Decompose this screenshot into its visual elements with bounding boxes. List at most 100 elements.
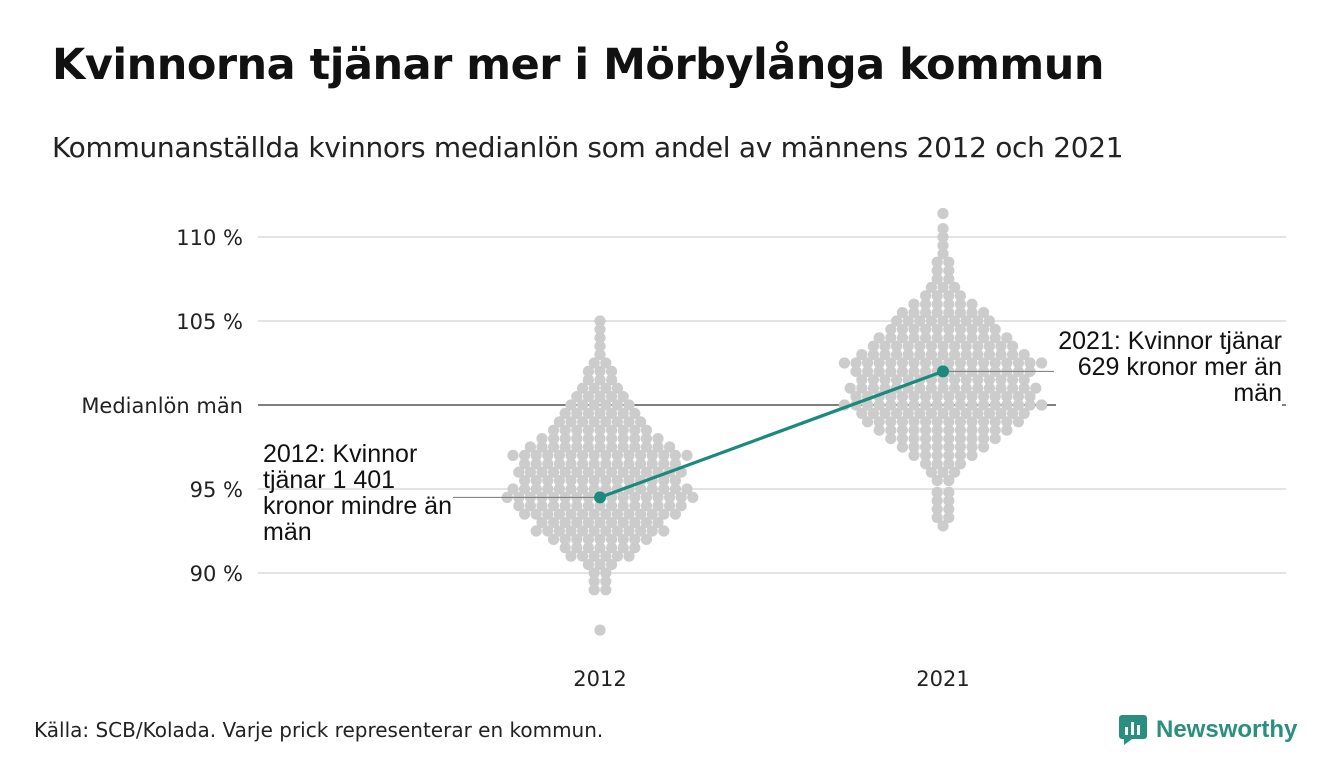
dot-2012: [600, 584, 612, 596]
dot-2021: [937, 315, 949, 327]
dot-2012: [588, 449, 600, 461]
dot-2012: [611, 416, 624, 428]
dot-2021: [885, 399, 897, 411]
dot-2012: [658, 508, 670, 520]
dot-2021: [873, 399, 885, 411]
dot-2012: [536, 517, 548, 529]
dot-2012: [687, 491, 699, 503]
dot-2012: [559, 424, 571, 436]
dot-2021: [954, 458, 967, 470]
dot-2012: [606, 433, 618, 445]
dot-2012: [513, 466, 525, 478]
dot-2021: [966, 441, 978, 453]
dot-2012: [658, 475, 670, 487]
dot-2012: [594, 407, 606, 419]
dot-2012: [548, 466, 560, 478]
dot-2021: [896, 357, 909, 369]
dot-2021: [943, 298, 955, 310]
dot-2012: [559, 433, 571, 445]
dot-2012: [611, 525, 624, 537]
dot-2012: [536, 433, 548, 445]
dot-2012: [553, 458, 566, 470]
dot-2012: [658, 525, 670, 537]
dot-2021: [937, 407, 949, 419]
brand-logo: Newsworthy: [1118, 713, 1297, 747]
dot-2012: [611, 449, 624, 461]
dot-2012: [681, 449, 693, 461]
dot-2021: [995, 340, 1007, 352]
dot-2012: [548, 424, 560, 436]
dot-2021: [949, 281, 961, 293]
dot-2012: [600, 508, 612, 520]
dot-2021: [1007, 340, 1019, 352]
dot-2021: [844, 382, 856, 394]
dot-2012: [559, 517, 571, 529]
dot-2021: [931, 511, 943, 524]
dot-2021: [943, 511, 955, 524]
dot-2012: [669, 475, 682, 487]
dot-2021: [943, 399, 955, 411]
dot-2012: [664, 500, 676, 512]
dot-2021: [925, 349, 938, 361]
dot-2012: [594, 466, 606, 478]
dot-2021: [937, 223, 949, 235]
dot-2021: [943, 449, 955, 461]
dot-2021: [1001, 399, 1013, 411]
dot-2021: [972, 407, 984, 419]
dot-2012: [582, 433, 595, 445]
dot-2021: [902, 315, 914, 327]
dot-2021: [862, 399, 874, 411]
dot-2021: [920, 458, 932, 470]
dot-2012: [675, 500, 687, 512]
dot-2021: [931, 298, 943, 310]
dot-2012: [623, 508, 635, 520]
dot-2021: [914, 340, 926, 352]
dot-2012: [640, 491, 653, 503]
highlight-line: [599, 369, 944, 499]
dot-2021: [978, 416, 990, 428]
dot-2012: [600, 483, 612, 495]
dot-2021: [920, 433, 932, 445]
dot-2012: [594, 374, 606, 386]
dot-2012: [577, 475, 589, 487]
dot-2021: [1001, 357, 1013, 369]
dot-2012: [571, 517, 583, 529]
dot-2021: [966, 307, 978, 319]
brand-name: Newsworthy: [1156, 716, 1298, 743]
dot-2012: [582, 407, 595, 419]
dot-2012: [617, 500, 629, 512]
dot-2021: [1024, 399, 1036, 411]
dot-2012: [553, 483, 566, 495]
dot-2021: [856, 374, 868, 386]
dot-2021: [920, 416, 932, 428]
dot-2012: [548, 533, 560, 546]
dot-2021: [920, 391, 932, 403]
dot-2012: [640, 500, 653, 512]
dot-2021: [937, 207, 949, 220]
dot-2012: [513, 500, 525, 512]
dot-2021: [943, 458, 955, 470]
dot-2012: [553, 475, 566, 487]
dot-2012: [606, 407, 618, 419]
dot-2021: [862, 357, 874, 369]
dot-2021: [931, 273, 943, 285]
dot-2012: [553, 416, 566, 428]
dot-2012: [519, 483, 531, 495]
dot-2021: [1001, 391, 1013, 403]
dot-2012: [582, 533, 595, 546]
dot-2012: [582, 559, 595, 571]
dot-2021: [943, 424, 955, 436]
dot-2021: [896, 416, 909, 428]
dot-2021: [867, 340, 880, 352]
dot-2021: [862, 365, 874, 377]
dot-2021: [896, 307, 909, 319]
chart-subtitle: Kommunanställda kvinnors medianlön som a…: [52, 131, 1124, 164]
dot-2012: [571, 542, 583, 554]
dot-2012: [600, 357, 612, 369]
dot-2012: [600, 475, 612, 487]
dot-2021: [885, 357, 897, 369]
dot-2021: [896, 365, 909, 377]
dot-2021: [920, 449, 932, 461]
dot-2021: [879, 374, 891, 386]
dot-2021: [972, 382, 984, 394]
